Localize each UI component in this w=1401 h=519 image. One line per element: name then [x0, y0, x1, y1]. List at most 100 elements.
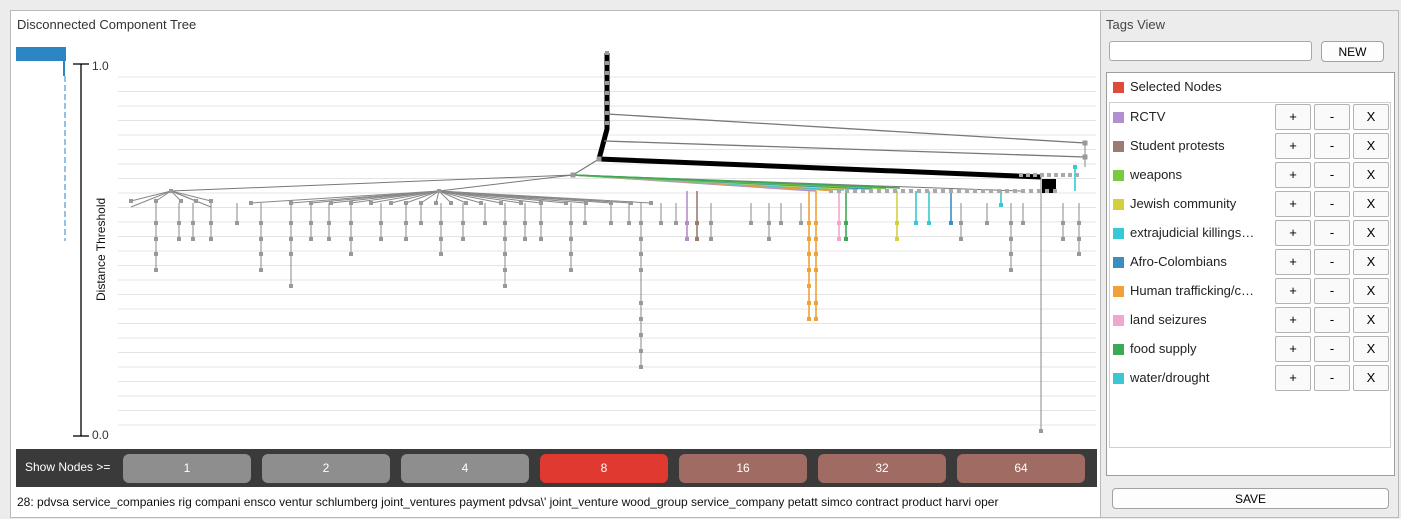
tag-add-button[interactable]: +	[1275, 249, 1311, 275]
tree-node[interactable]	[209, 199, 213, 203]
tree-node[interactable]	[289, 221, 293, 225]
tree-node[interactable]	[309, 221, 313, 225]
tree-node[interactable]	[629, 201, 633, 205]
tree-node[interactable]	[639, 237, 643, 241]
tree-node[interactable]	[807, 301, 811, 305]
new-tag-button[interactable]: NEW	[1321, 41, 1384, 62]
tag-add-button[interactable]: +	[1275, 278, 1311, 304]
save-button[interactable]: SAVE	[1112, 488, 1389, 509]
tree-node[interactable]	[639, 268, 643, 272]
tree-node[interactable]	[439, 221, 443, 225]
tree-node[interactable]	[965, 189, 969, 193]
tag-remove-button[interactable]: -	[1314, 191, 1350, 217]
tree-node[interactable]	[845, 189, 849, 193]
tree-node[interactable]	[949, 221, 953, 225]
tree-node[interactable]	[844, 237, 848, 241]
tree-node[interactable]	[259, 268, 263, 272]
tree-node[interactable]	[379, 237, 383, 241]
tree-node[interactable]	[1075, 173, 1079, 177]
tree-node[interactable]	[1077, 252, 1081, 256]
tree-node[interactable]	[569, 252, 573, 256]
tree-node[interactable]	[814, 221, 818, 225]
tree-node[interactable]	[1026, 173, 1030, 177]
tree-node[interactable]	[829, 189, 833, 193]
tree-node[interactable]	[807, 252, 811, 256]
tree-node[interactable]	[767, 237, 771, 241]
tree-node[interactable]	[853, 189, 857, 193]
tree-node[interactable]	[837, 237, 841, 241]
tag-delete-button[interactable]: X	[1353, 278, 1389, 304]
tree-node[interactable]	[957, 189, 961, 193]
tree-node[interactable]	[695, 221, 699, 225]
tree-node[interactable]	[129, 199, 133, 203]
tree-node[interactable]	[837, 189, 841, 193]
tree-node[interactable]	[154, 237, 158, 241]
tree-node[interactable]	[194, 199, 198, 203]
tree-node[interactable]	[837, 221, 841, 225]
show-nodes-option-6[interactable]: 64	[957, 454, 1085, 483]
tree-node[interactable]	[389, 201, 393, 205]
tree-node[interactable]	[605, 61, 609, 65]
tree-node[interactable]	[767, 221, 771, 225]
tree-node[interactable]	[1009, 221, 1013, 225]
show-nodes-option-4[interactable]: 16	[679, 454, 807, 483]
tree-node[interactable]	[685, 237, 689, 241]
tree-node[interactable]	[627, 221, 631, 225]
tree-node[interactable]	[369, 201, 373, 205]
tree-node[interactable]	[605, 121, 609, 125]
tree-node[interactable]	[309, 201, 313, 205]
tree-node[interactable]	[869, 189, 873, 193]
tree-node[interactable]	[154, 268, 158, 272]
tree-node[interactable]	[539, 201, 543, 205]
tree-node[interactable]	[893, 189, 897, 193]
tree-node[interactable]	[379, 221, 383, 225]
tag-add-button[interactable]: +	[1275, 133, 1311, 159]
tree-node[interactable]	[569, 268, 573, 272]
tree-node[interactable]	[1009, 252, 1013, 256]
tree-node[interactable]	[973, 189, 977, 193]
tree-node[interactable]	[1061, 173, 1065, 177]
tree-node[interactable]	[154, 199, 158, 203]
tree-node[interactable]	[583, 221, 587, 225]
tree-node[interactable]	[539, 237, 543, 241]
tree-node[interactable]	[807, 268, 811, 272]
tree-node[interactable]	[695, 237, 699, 241]
tree-node[interactable]	[895, 237, 899, 241]
tree-node[interactable]	[1019, 173, 1023, 177]
tree-node[interactable]	[191, 237, 195, 241]
tree-node[interactable]	[1082, 154, 1088, 160]
show-nodes-option-0[interactable]: 1	[123, 454, 251, 483]
tree-node[interactable]	[209, 221, 213, 225]
tree-node[interactable]	[437, 189, 441, 193]
show-nodes-option-1[interactable]: 2	[262, 454, 390, 483]
tree-node[interactable]	[959, 221, 963, 225]
tag-delete-button[interactable]: X	[1353, 220, 1389, 246]
selected-nodes-row[interactable]: Selected Nodes	[1107, 73, 1396, 102]
tree-node[interactable]	[327, 221, 331, 225]
tree-node[interactable]	[1021, 189, 1025, 193]
tag-remove-button[interactable]: -	[1314, 365, 1350, 391]
tree-node[interactable]	[539, 221, 543, 225]
tree-node[interactable]	[309, 237, 313, 241]
tree-node[interactable]	[154, 221, 158, 225]
tree-node[interactable]	[1040, 173, 1044, 177]
tree-node[interactable]	[814, 317, 818, 321]
tree-node[interactable]	[709, 237, 713, 241]
tree-node[interactable]	[503, 268, 507, 272]
tag-add-button[interactable]: +	[1275, 307, 1311, 333]
tree-node[interactable]	[499, 201, 503, 205]
tree-node[interactable]	[605, 101, 609, 105]
tree-node[interactable]	[177, 221, 181, 225]
tree-node[interactable]	[605, 51, 609, 55]
tag-remove-button[interactable]: -	[1314, 104, 1350, 130]
tree-node[interactable]	[1029, 189, 1033, 193]
tree-node[interactable]	[844, 221, 848, 225]
tag-remove-button[interactable]: -	[1314, 162, 1350, 188]
tree-node[interactable]	[439, 237, 443, 241]
tree-node[interactable]	[461, 221, 465, 225]
tree-node[interactable]	[327, 237, 331, 241]
tree-nodes[interactable]	[129, 51, 1088, 433]
tag-delete-button[interactable]: X	[1353, 307, 1389, 333]
tree-node[interactable]	[154, 252, 158, 256]
tree-node[interactable]	[609, 221, 613, 225]
